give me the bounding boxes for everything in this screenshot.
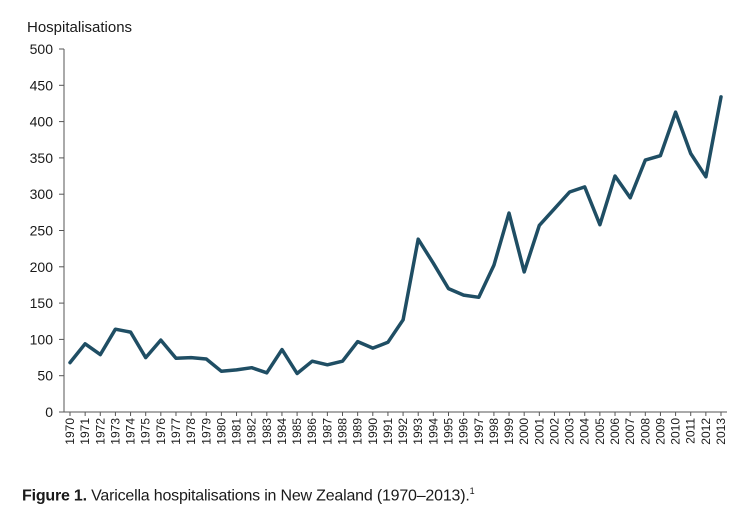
y-tick-label: 500 bbox=[30, 41, 54, 57]
x-tick-label: 1971 bbox=[78, 418, 92, 445]
y-tick-label: 350 bbox=[30, 150, 54, 166]
y-ticks: 0 50 100 150 200 250 300 350 400 450 500 bbox=[30, 41, 64, 420]
series-line bbox=[68, 95, 723, 376]
x-tick-label: 1998 bbox=[487, 418, 501, 445]
y-tick-label: 0 bbox=[45, 404, 53, 420]
x-tick-label: 2002 bbox=[547, 418, 561, 445]
x-tick-label: 1976 bbox=[154, 418, 168, 445]
y-tick-label: 200 bbox=[30, 259, 54, 275]
x-tick-label: 1986 bbox=[305, 418, 319, 445]
x-tick-label: 1989 bbox=[351, 418, 365, 445]
x-tick-label: 2004 bbox=[578, 418, 592, 445]
x-tick-label: 1999 bbox=[502, 418, 516, 445]
x-tick-label: 1990 bbox=[366, 418, 380, 445]
x-tick-label: 1972 bbox=[93, 418, 107, 445]
caption-label: Figure 1. bbox=[22, 487, 87, 505]
y-tick-label: 300 bbox=[30, 186, 54, 202]
x-ticks: 1970 1971 1972 1973 1974 1975 1976 1977 1978 1979… bbox=[63, 412, 728, 445]
x-tick-label: 2010 bbox=[669, 418, 683, 445]
x-tick-label: 1977 bbox=[169, 418, 183, 445]
y-tick-label: 250 bbox=[30, 223, 54, 239]
x-tick-label: 1995 bbox=[441, 418, 455, 445]
x-tick-label: 1979 bbox=[199, 418, 213, 445]
x-tick-label: 1975 bbox=[139, 418, 153, 445]
y-tick-label: 400 bbox=[30, 114, 54, 130]
y-tick-label: 150 bbox=[30, 295, 54, 311]
x-tick-label: 1987 bbox=[320, 418, 334, 445]
y-axis-label: Hospitalisations bbox=[27, 19, 132, 36]
x-tick-label: 1970 bbox=[63, 418, 77, 445]
x-tick-label: 1983 bbox=[260, 418, 274, 445]
x-tick-label: 2009 bbox=[653, 418, 667, 445]
caption-ref: 1 bbox=[469, 486, 475, 496]
y-tick-label: 100 bbox=[30, 331, 54, 347]
x-tick-label: 1994 bbox=[426, 418, 440, 445]
caption-text: Varicella hospitalisations in New Zealan… bbox=[86, 487, 470, 505]
x-tick-label: 1985 bbox=[290, 418, 304, 445]
x-tick-label: 2007 bbox=[623, 418, 637, 445]
y-tick-label: 50 bbox=[37, 368, 53, 384]
line-chart: Hospitalisations 0 50 100 150 200 250 300 350 40… bbox=[27, 19, 728, 445]
x-tick-label: 2003 bbox=[563, 418, 577, 445]
x-tick-label: 1978 bbox=[184, 418, 198, 445]
x-tick-label: 2008 bbox=[638, 418, 652, 445]
x-tick-label: 1992 bbox=[396, 418, 410, 445]
x-tick-label: 2006 bbox=[608, 418, 622, 445]
y-tick-label: 450 bbox=[30, 77, 54, 93]
x-tick-label: 2011 bbox=[684, 418, 698, 444]
x-tick-label: 1984 bbox=[275, 418, 289, 445]
x-tick-label: 1974 bbox=[124, 418, 138, 445]
x-tick-label: 1997 bbox=[472, 418, 486, 445]
x-tick-label: 2013 bbox=[714, 418, 728, 445]
x-tick-label: 1980 bbox=[214, 418, 228, 445]
figure-caption: Figure 1. Varicella hospitalisations in … bbox=[22, 486, 475, 505]
x-tick-label: 2005 bbox=[593, 418, 607, 445]
x-tick-label: 1991 bbox=[381, 418, 395, 445]
x-tick-label: 1988 bbox=[336, 418, 350, 445]
x-tick-label: 1993 bbox=[411, 418, 425, 445]
x-tick-label: 2012 bbox=[699, 418, 713, 445]
x-tick-label: 1981 bbox=[230, 418, 244, 445]
x-tick-label: 1973 bbox=[108, 418, 122, 445]
x-tick-label: 1996 bbox=[457, 418, 471, 445]
x-tick-label: 2001 bbox=[532, 418, 546, 445]
x-tick-label: 2000 bbox=[517, 418, 531, 445]
x-tick-label: 1982 bbox=[245, 418, 259, 445]
